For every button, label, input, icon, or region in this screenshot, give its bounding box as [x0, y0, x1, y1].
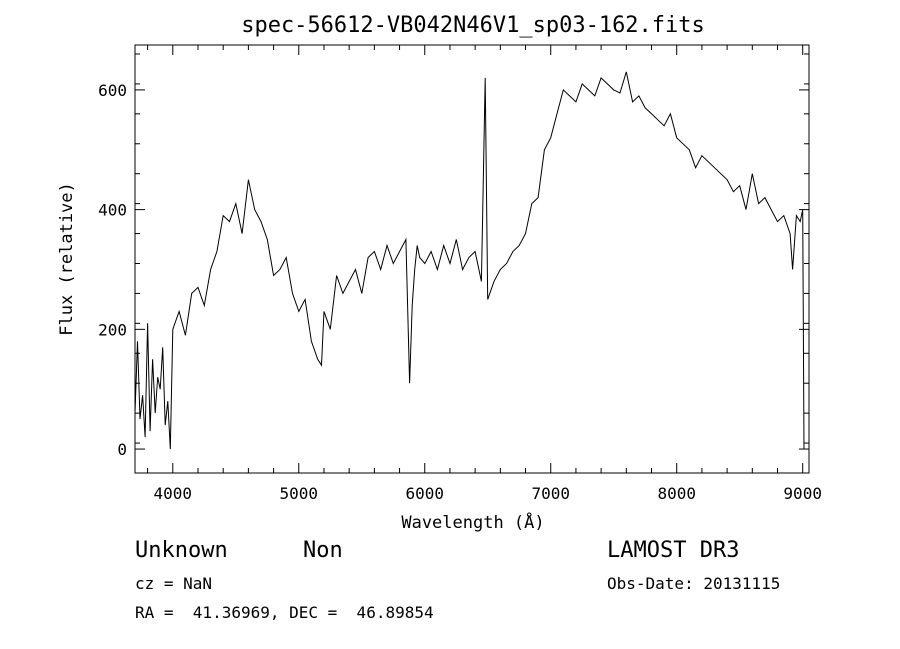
coordinates: RA = 41.36969, DEC = 46.89854 [135, 603, 434, 622]
tick-labels: 4000 5000 6000 7000 8000 9000 0 200 400 600 [98, 81, 822, 503]
y-tick-label: 0 [117, 440, 127, 459]
x-tick-label: 9000 [783, 484, 822, 503]
y-tick-label: 200 [98, 320, 127, 339]
object-subclass: Non [303, 538, 343, 563]
x-tick-label: 7000 [531, 484, 570, 503]
x-tick-label: 4000 [154, 484, 193, 503]
obs-date: Obs-Date: 20131115 [607, 574, 781, 593]
survey-label: LAMOST DR3 [607, 538, 740, 563]
x-axis-label: Wavelength (Å) [401, 511, 544, 533]
x-tick-label: 5000 [280, 484, 319, 503]
y-axis-label: Flux (relative) [57, 182, 77, 336]
y-tick-label: 400 [98, 201, 127, 220]
x-tick-label: 6000 [405, 484, 444, 503]
spectrum-line [134, 71, 805, 450]
x-tick-label: 8000 [657, 484, 696, 503]
chart-title: spec-56612-VB042N46V1_sp03-162.fits [241, 13, 705, 38]
object-class: Unknown [135, 538, 228, 563]
plot-frame [134, 44, 810, 474]
axis-ticks [135, 45, 809, 474]
redshift-cz: cz = NaN [135, 574, 213, 593]
y-tick-label: 600 [98, 81, 127, 100]
